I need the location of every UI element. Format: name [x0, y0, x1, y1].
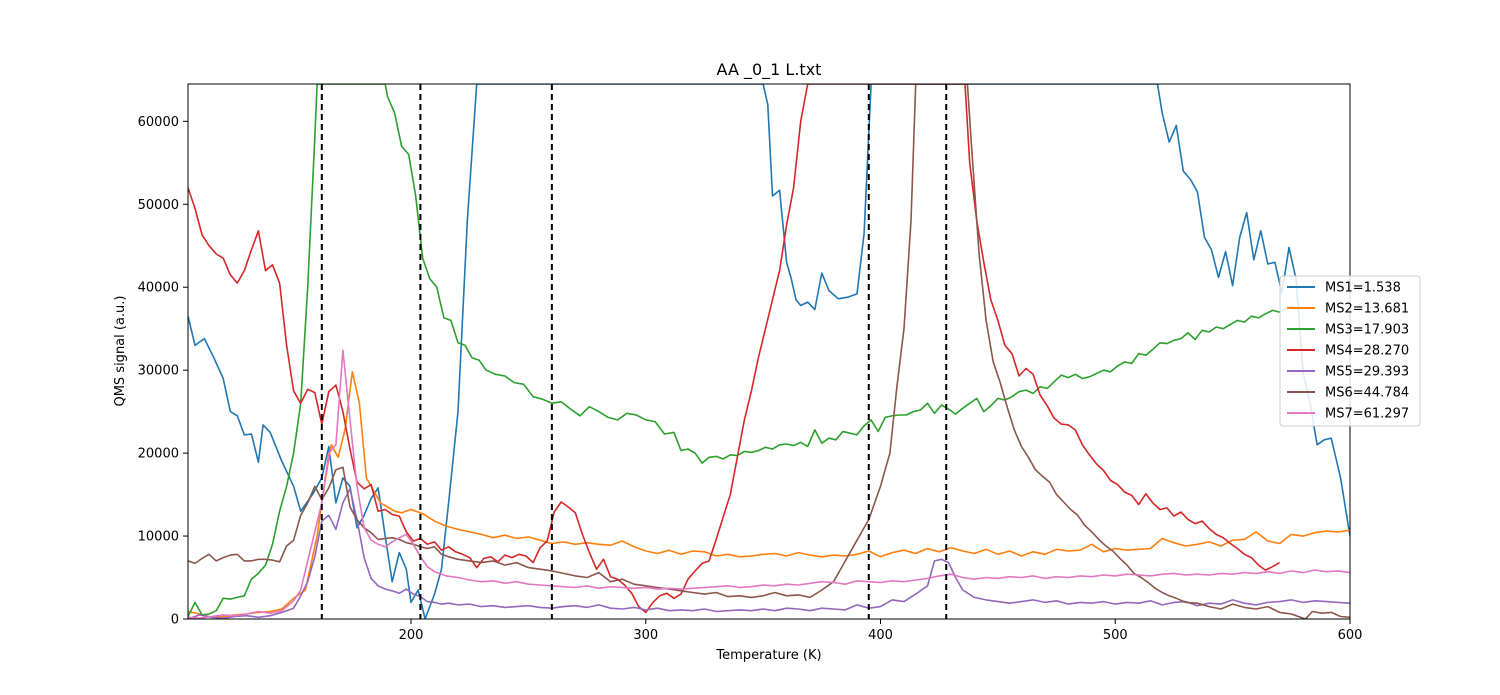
legend-label-ms6: MS6=44.784 — [1325, 386, 1409, 401]
y-tick-label-40000: 40000 — [138, 281, 179, 296]
legend-label-ms4: MS4=28.270 — [1325, 344, 1409, 359]
chart-title: AA _0_1 L.txt — [717, 60, 822, 80]
x-axis-label: Temperature (K) — [715, 648, 821, 663]
y-tick-label-20000: 20000 — [138, 447, 179, 462]
x-tick-label-500: 500 — [1103, 628, 1128, 643]
y-tick-label-30000: 30000 — [138, 364, 179, 379]
series-line-ms1 — [188, 84, 1350, 619]
y-tick-label-50000: 50000 — [138, 198, 179, 213]
legend-label-ms2: MS2=13.681 — [1325, 302, 1409, 317]
legend: MS1=1.538 MS2=13.681 MS3=17.903 MS4=28.270 M… — [1279, 275, 1421, 427]
legend-box — [1279, 275, 1421, 427]
series-group — [188, 84, 1350, 619]
series-line-ms7 — [188, 349, 1350, 619]
x-tick-label-400: 400 — [868, 628, 893, 643]
legend-label-ms3: MS3=17.903 — [1325, 323, 1409, 338]
legend-label-ms1: MS1=1.538 — [1325, 281, 1401, 296]
y-tick-label-10000: 10000 — [138, 530, 179, 545]
series-line-ms2 — [188, 371, 1350, 619]
y-axis-label: QMS signal (a.u.) — [113, 295, 128, 406]
series-line-ms5 — [188, 488, 1350, 619]
vline-group — [320, 84, 948, 619]
y-tick-label-60000: 60000 — [138, 115, 179, 130]
x-tick-label-300: 300 — [633, 628, 658, 643]
x-tick-label-200: 200 — [399, 628, 424, 643]
series-line-ms4 — [188, 84, 1281, 614]
series-line-ms6 — [188, 84, 1350, 619]
legend-label-ms7: MS7=61.297 — [1325, 407, 1409, 422]
plot-frame — [187, 83, 1351, 620]
legend-label-ms5: MS5=29.393 — [1325, 365, 1409, 380]
y-tick-label-0: 0 — [171, 613, 179, 628]
series-line-ms3 — [188, 84, 1294, 617]
x-axis: 200 300 400 500 600 — [399, 619, 1363, 643]
x-tick-label-600: 600 — [1338, 628, 1363, 643]
y-axis: 0 10000 20000 30000 40000 50000 60000 — [138, 115, 188, 628]
